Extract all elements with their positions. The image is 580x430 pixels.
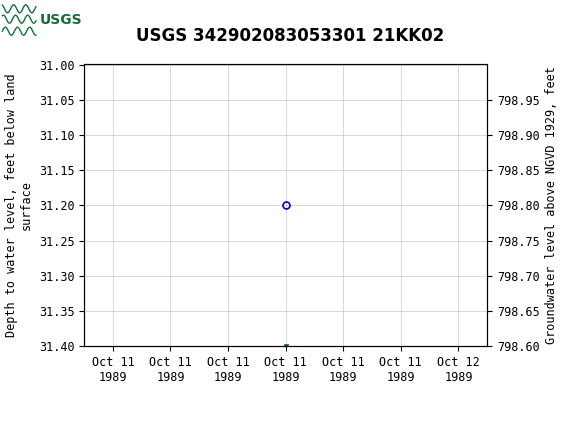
Text: USGS 342902083053301 21KK02: USGS 342902083053301 21KK02: [136, 27, 444, 45]
Y-axis label: Depth to water level, feet below land
surface: Depth to water level, feet below land su…: [5, 74, 33, 337]
Y-axis label: Groundwater level above NGVD 1929, feet: Groundwater level above NGVD 1929, feet: [545, 66, 558, 344]
Legend: Period of approved data: Period of approved data: [180, 425, 392, 430]
FancyBboxPatch shape: [2, 3, 68, 37]
Text: USGS: USGS: [39, 13, 82, 27]
